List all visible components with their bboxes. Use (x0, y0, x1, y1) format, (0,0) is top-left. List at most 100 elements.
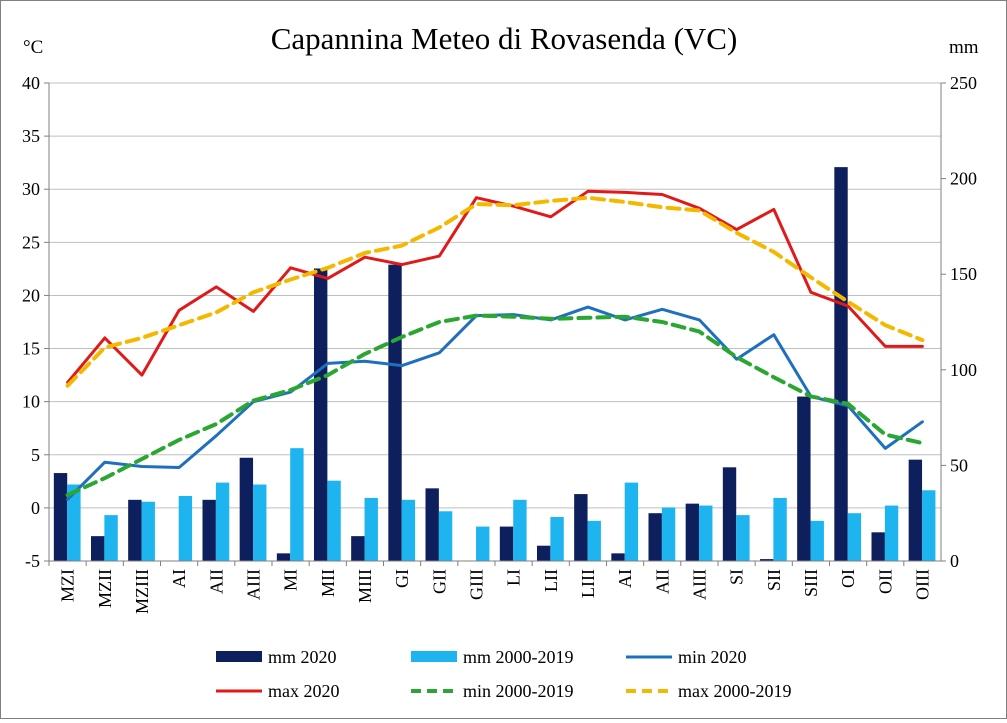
bar-mm-2020 (611, 553, 625, 561)
chart-title: Capannina Meteo di Rovasenda (VC) (271, 21, 738, 56)
bar-mm-2000-2019 (290, 448, 304, 561)
bar-mm-2000-2019 (884, 505, 899, 561)
legend-label: min 2000-2019 (463, 681, 574, 701)
bar-mm-2000-2019 (141, 501, 155, 561)
x-tick-label: MIII (355, 569, 375, 603)
bar-mm-2000-2019 (215, 482, 230, 561)
left-tick-label: 25 (22, 232, 40, 252)
right-tick-label: 250 (950, 73, 977, 93)
x-tick-label: MI (281, 569, 301, 591)
x-tick-label: AII (652, 569, 672, 594)
tick-labels: -5 0 5 10 15 20 25 30 35 40 0 50 100 150 200 250 MZI MZII… (22, 73, 977, 614)
legend-label: max 2020 (268, 681, 340, 701)
x-tick-label: GII (429, 569, 449, 594)
right-tick-label: 150 (950, 264, 977, 284)
x-tick-label: GIII (466, 569, 486, 600)
left-tick-label: 10 (22, 392, 40, 412)
left-tick-label: 5 (31, 445, 40, 465)
x-tick-label: OII (875, 569, 895, 594)
right-tick-label: 200 (950, 169, 977, 189)
x-tick-label: GI (392, 569, 412, 588)
x-tick-label: MII (318, 569, 338, 597)
left-tick-label: 15 (22, 339, 40, 359)
legend-swatch-bar (411, 651, 457, 662)
x-tick-label: LI (504, 569, 524, 586)
bar-mm-2000-2019 (624, 482, 639, 561)
bar-mm-2000-2019 (178, 495, 193, 561)
bar-mm-2020 (388, 264, 402, 561)
x-tick-label: AIII (689, 569, 709, 600)
left-tick-label: -5 (25, 551, 40, 571)
right-axis-unit: mm (949, 37, 979, 58)
gridlines (49, 82, 941, 562)
x-tick-label: AII (206, 569, 226, 594)
x-tick-label: OI (838, 569, 858, 588)
bar-mm-2000-2019 (699, 505, 713, 561)
left-tick-label: 35 (22, 126, 40, 146)
bar-mm-2020 (908, 459, 923, 561)
bar-mm-2000-2019 (513, 499, 527, 561)
bar-mm-2000-2019 (810, 520, 824, 561)
bar-mm-2000-2019 (587, 520, 601, 561)
x-tick-label: SIII (801, 569, 821, 597)
bar-mm-2020 (722, 467, 737, 561)
x-tick-label: MZIII (132, 569, 152, 614)
line-max-2020 (66, 189, 924, 384)
x-tick-label: SI (727, 569, 747, 585)
bar-mm-2020 (574, 494, 588, 561)
x-tick-label: AIII (243, 569, 263, 600)
bar-mm-2020 (685, 503, 700, 561)
bar-mm-2020 (648, 513, 662, 561)
bar-mm-2000-2019 (736, 515, 750, 561)
bar-mm-2000-2019 (773, 497, 787, 561)
bar-mm-2000-2019 (104, 515, 118, 561)
line-min-2020 (66, 305, 924, 501)
left-tick-label: 20 (22, 285, 40, 305)
left-tick-label: 40 (22, 73, 40, 93)
line-min-2000-2019 (65, 313, 925, 498)
x-tick-label: LIII (578, 569, 598, 598)
bar-mm-2000-2019 (401, 499, 416, 561)
right-tick-label: 50 (950, 455, 968, 475)
bar-mm-2020 (239, 457, 254, 561)
x-tick-label: MZII (95, 569, 115, 608)
bar-mm-2020 (797, 396, 811, 561)
legend-swatch-bar (216, 651, 262, 662)
x-tick-label: MZI (58, 569, 78, 602)
bar-mm-2000-2019 (253, 484, 267, 561)
x-tick-label: AI (615, 569, 635, 588)
left-axis-unit: °C (23, 37, 43, 58)
legend-label: mm 2020 (268, 647, 337, 667)
bar-mm-2000-2019 (661, 507, 676, 561)
bar-mm-2020 (202, 499, 216, 561)
bar-mm-2020 (313, 268, 328, 561)
legend: mm 2020 mm 2000-2019 min 2020 max 2020 min 2… (216, 647, 791, 701)
x-tick-label: OIII (912, 569, 932, 600)
bar-mm-2020 (425, 488, 439, 561)
x-tick-label: LII (541, 569, 561, 592)
axes-group (44, 82, 946, 566)
bar-mm-2000-2019 (327, 480, 341, 561)
bar-mm-2000-2019 (550, 517, 564, 561)
bar-mm-2020 (276, 553, 291, 561)
bars-group (53, 167, 936, 562)
left-tick-label: 30 (22, 179, 40, 199)
legend-label: max 2000-2019 (678, 681, 791, 701)
legend-label: min 2020 (678, 647, 747, 667)
bar-mm-2020 (53, 473, 68, 561)
lines-group (65, 189, 925, 501)
bar-mm-2000-2019 (67, 484, 81, 561)
bar-mm-2020 (128, 499, 142, 561)
bar-mm-2000-2019 (847, 513, 862, 561)
bar-mm-2020 (759, 559, 774, 561)
right-tick-label: 0 (950, 551, 959, 571)
bar-mm-2020 (351, 536, 365, 561)
x-tick-label: SII (764, 569, 784, 591)
right-tick-label: 100 (950, 360, 977, 380)
bar-mm-2020 (536, 545, 551, 561)
bar-mm-2020 (499, 526, 514, 561)
x-tick-label: AI (169, 569, 189, 588)
bar-mm-2000-2019 (922, 490, 936, 561)
